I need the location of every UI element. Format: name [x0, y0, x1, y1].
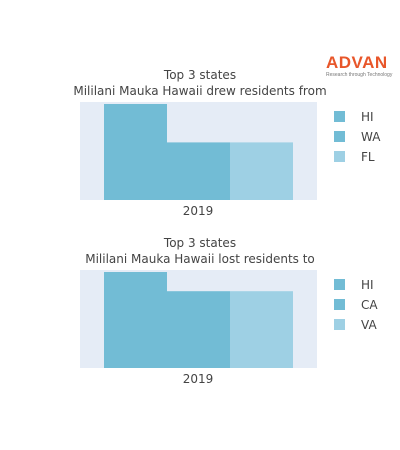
chart-lost-residents-to: Top 3 states Mililani Mauka Hawaii lost … [80, 236, 378, 386]
legend-label-ca: CA [361, 298, 378, 312]
bar-group [104, 104, 293, 200]
bar-wa [167, 142, 230, 200]
brand-name: ADVAN [326, 53, 388, 72]
bar-fl [230, 142, 293, 200]
bar-ca [167, 291, 230, 368]
legend-swatch-hi [334, 111, 345, 122]
chart-drew-residents-from: Top 3 states Mililani Mauka Hawaii drew … [73, 68, 381, 218]
legend-swatch-hi [334, 279, 345, 290]
brand-tagline: Research through Technology [326, 72, 393, 78]
bar-hi [104, 104, 167, 200]
bar-va [230, 291, 293, 368]
legend-swatch-wa [334, 131, 345, 142]
legend-swatch-va [334, 319, 345, 330]
bar-group [104, 272, 293, 368]
chart-subtitle: Mililani Mauka Hawaii drew residents fro… [73, 84, 326, 98]
x-tick-label: 2019 [183, 372, 214, 386]
legend-label-hi: HI [361, 110, 374, 124]
legend-label-va: VA [361, 318, 377, 332]
legend-label-wa: WA [361, 130, 381, 144]
legend: HI CA VA [334, 278, 378, 332]
chart-title: Top 3 states [163, 68, 236, 82]
advan-logo: ADVAN Research through Technology [326, 54, 396, 78]
legend: HI WA FL [334, 110, 381, 164]
chart-title: Top 3 states [163, 236, 236, 250]
bar-hi [104, 272, 167, 368]
chart-subtitle: Mililani Mauka Hawaii lost residents to [85, 252, 315, 266]
x-tick-label: 2019 [183, 204, 214, 218]
legend-label-fl: FL [361, 150, 375, 164]
legend-swatch-fl [334, 151, 345, 162]
legend-swatch-ca [334, 299, 345, 310]
legend-label-hi: HI [361, 278, 374, 292]
